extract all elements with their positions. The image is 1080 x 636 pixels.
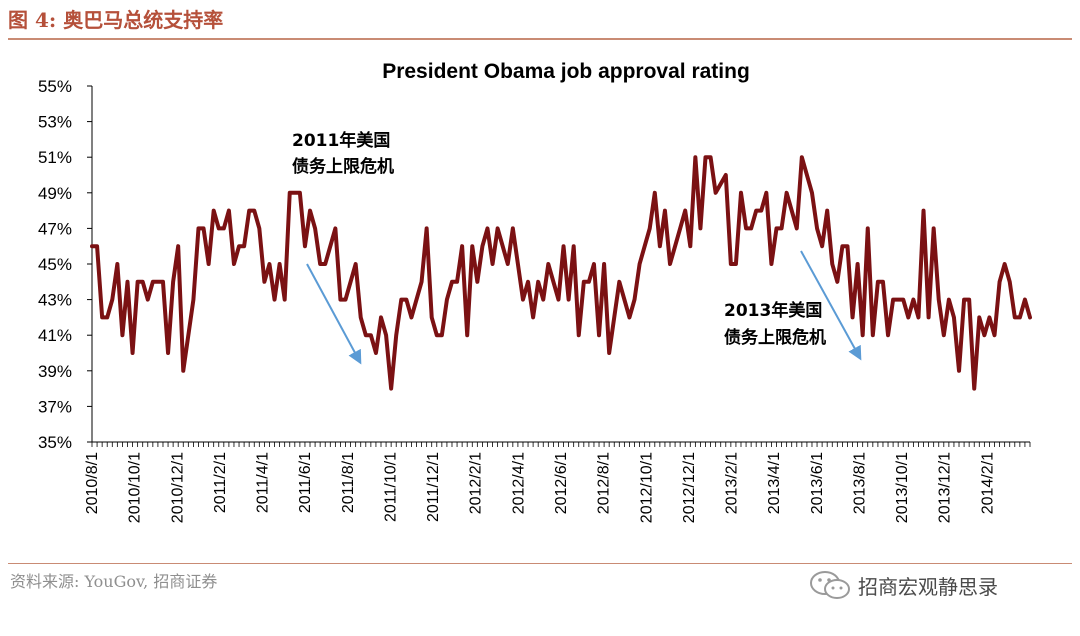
y-tick-label: 49% [38,184,72,203]
x-tick-label: 2010/8/1 [84,452,101,514]
annotation-arrow-2013 [800,250,862,361]
top-divider [8,38,1072,40]
chart-container: President Obama job approval rating 35% 3… [0,44,1080,564]
annotation-layer: 2011年美国 债务上限危机 2013年美国 债务上限危机 [292,130,862,365]
x-axis: 2010/8/1 2010/10/1 2010/12/1 2011/2/1 2011/4… [84,441,1031,523]
approval-series-line [90,155,1032,391]
y-tick-label: 47% [38,219,72,238]
y-tick-label: 39% [38,362,72,381]
watermark-text: 招商宏观静思录 [858,574,998,599]
series-layer [90,155,1032,391]
y-tick-label: 41% [38,326,72,345]
x-tick-label: 2012/10/1 [638,452,655,523]
wechat-icon [810,571,850,599]
x-tick-label: 2010/12/1 [169,452,186,523]
x-tick-label: 2013/4/1 [766,452,783,514]
x-tick-label: 2012/8/1 [596,452,613,514]
x-tick-label: 2011/12/1 [425,452,442,522]
chart-title: President Obama job approval rating [382,60,750,83]
y-tick-label: 35% [38,433,72,452]
source-note: 资料来源: YouGov, 招商证券 [10,572,218,591]
x-tick-label: 2010/10/1 [127,452,144,523]
x-tick-label: 2014/2/1 [979,452,996,514]
approval-line-chart: President Obama job approval rating 35%3… [38,60,1032,523]
x-tick-label: 2012/2/1 [468,452,485,514]
x-tick-label: 2012/4/1 [510,452,527,514]
y-tick-label: 37% [38,397,72,416]
x-tick-label: 2012/12/1 [681,452,698,523]
x-tick-label: 2013/10/1 [894,452,911,523]
x-tick-label: 2012/6/1 [553,452,570,514]
x-tick-label: 2013/2/1 [724,452,741,514]
y-tick-label: 45% [38,255,72,274]
annotation-2013-line2: 债务上限危机 [724,327,826,348]
y-tick-label: 51% [38,148,72,167]
y-tick-label: 53% [38,113,72,132]
x-tick-label: 2013/8/1 [851,452,868,514]
annotation-2011-line2: 债务上限危机 [292,156,394,177]
x-tick-label: 2011/4/1 [255,452,272,513]
x-tick-label: 2013/6/1 [809,452,826,514]
y-axis: 35% 37% 39% 41% 43% 45% 47% 49% 51% 53% 55% [38,77,93,452]
x-tick-label: 2011/2/1 [212,452,229,513]
x-tick-label: 2013/12/1 [937,452,954,523]
figure-title: 图 4: 奥巴马总统支持率 [8,8,224,32]
y-tick-label: 55% [38,77,72,96]
annotation-2011-line1: 2011年美国 [292,130,390,151]
watermark: 招商宏观静思录 [808,570,998,600]
bottom-divider [8,563,1072,564]
x-tick-label: 2011/8/1 [340,452,357,513]
x-tick-label: 2011/10/1 [382,452,399,522]
y-tick-label: 43% [38,291,72,310]
annotation-arrow-2011 [306,263,362,365]
x-tick-label: 2011/6/1 [297,452,314,513]
annotation-2013-line1: 2013年美国 [724,300,822,321]
